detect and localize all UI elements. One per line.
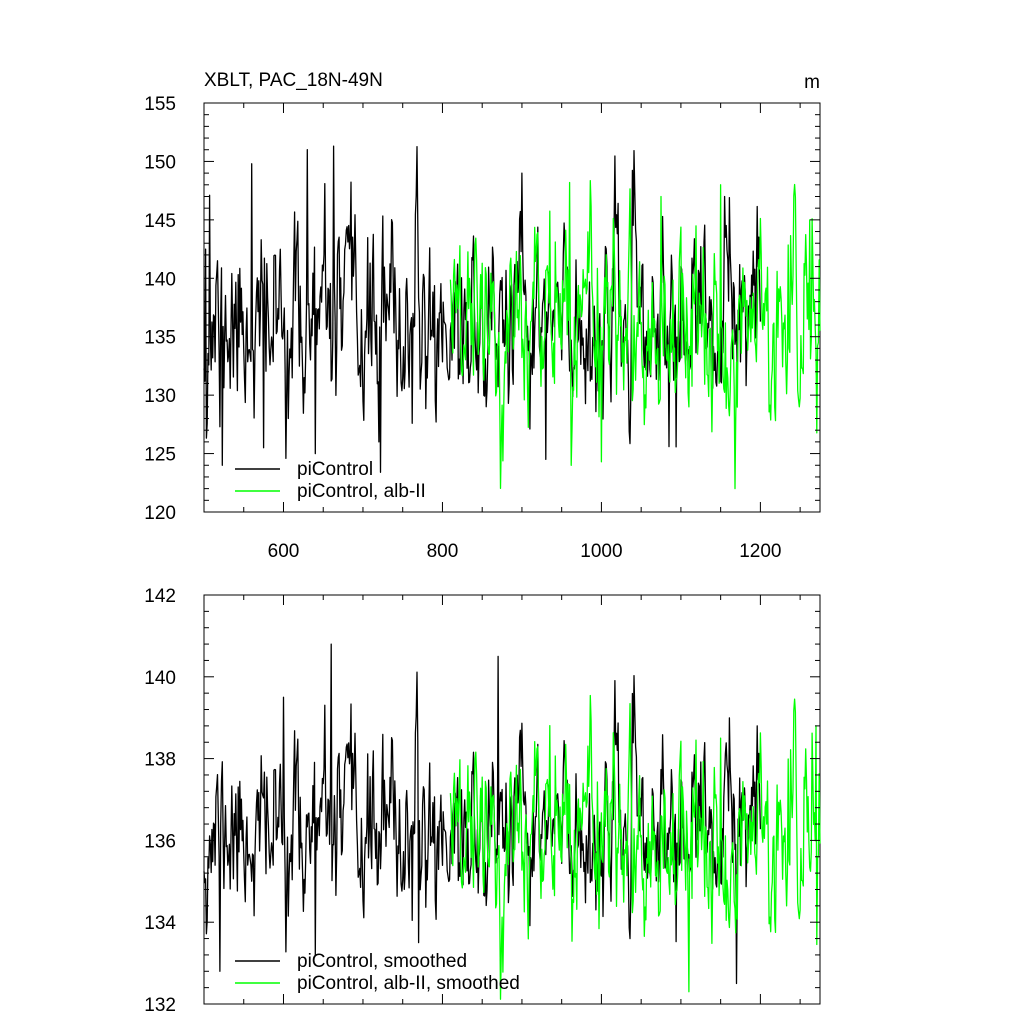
y-tick-label: 138 — [144, 750, 176, 771]
legend-label: piControl, smoothed — [297, 951, 467, 972]
y-tick-label: 155 — [144, 94, 176, 115]
legend-label: piControl — [297, 459, 373, 480]
series-line-picontrol-alb-ii — [449, 179, 821, 490]
legend-label: piControl, alb-II — [297, 481, 426, 502]
y-tick-label: 132 — [144, 995, 176, 1016]
y-tick-label: 125 — [144, 445, 176, 466]
x-tick-label: 600 — [268, 541, 300, 562]
y-tick-label: 135 — [144, 328, 176, 349]
chart-title: XBLT, PAC_18N-49N — [204, 70, 383, 91]
y-tick-label: 140 — [144, 269, 176, 290]
series-group — [203, 145, 821, 490]
x-tick-label: 1000 — [580, 541, 622, 562]
top-panel: XBLT, PAC_18N-49N m 600 800 1000 1200 120 125… — [144, 70, 821, 562]
axes-group: 600 800 1000 1200 120 125 130 135 140 145 150 155 — [144, 94, 820, 562]
y-tick-label: 145 — [144, 211, 176, 232]
axes-group: 132 134 136 138 140 142 — [144, 586, 820, 1016]
bottom-panel: 132 134 136 138 140 142 piControl, smoothedpi… — [144, 586, 821, 1016]
y-tick-label: 130 — [144, 386, 176, 407]
y-tick-label: 136 — [144, 831, 176, 852]
legend-label: piControl, alb-II, smoothed — [297, 973, 520, 994]
y-tick-label: 142 — [144, 586, 176, 607]
y-tick-label: 120 — [144, 503, 176, 524]
y-tick-label: 150 — [144, 152, 176, 173]
y-tick-label: 140 — [144, 668, 176, 689]
units-label: m — [804, 72, 820, 93]
x-tick-label: 800 — [427, 541, 459, 562]
series-line-picontrol-alb-ii — [449, 694, 821, 1000]
y-tick-label: 134 — [144, 913, 176, 934]
series-group — [203, 643, 821, 1000]
x-tick-label: 1200 — [739, 541, 781, 562]
